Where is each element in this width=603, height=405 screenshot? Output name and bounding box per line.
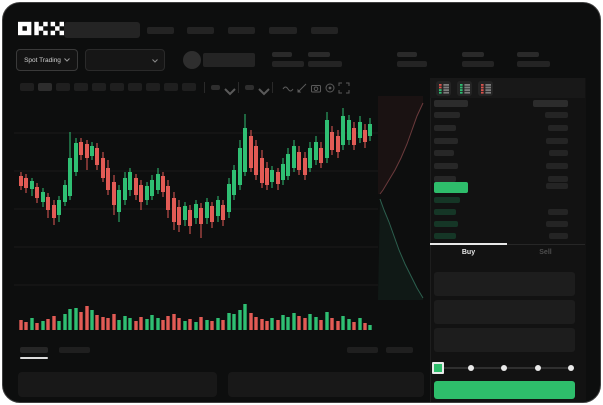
ask-row-price[interactable]	[434, 176, 456, 182]
interval-button[interactable]	[110, 83, 124, 91]
interval-button[interactable]	[92, 83, 106, 91]
ask-row-amount[interactable]	[548, 176, 568, 182]
stat-label	[272, 52, 292, 57]
search-input[interactable]	[64, 22, 140, 38]
slider-step-dot[interactable]	[467, 365, 474, 371]
slider-step-dot[interactable]	[534, 365, 541, 371]
ask-row-amount[interactable]	[549, 150, 568, 156]
market-type-label: Spot Trading	[24, 56, 61, 64]
ask-row-amount[interactable]	[546, 163, 568, 169]
nav-item[interactable]	[187, 27, 214, 34]
stat-label	[308, 52, 330, 57]
order-form-input[interactable]	[434, 300, 575, 324]
tab-buy[interactable]: Buy	[461, 249, 476, 256]
asks-book-icon[interactable]	[478, 81, 493, 96]
last-price-amount	[546, 183, 568, 189]
indicator-button[interactable]	[211, 85, 220, 90]
coin-avatar	[183, 51, 201, 69]
ask-row-price[interactable]	[434, 112, 460, 118]
tab-sell[interactable]: Sell	[539, 249, 552, 256]
ask-row-price[interactable]	[434, 163, 458, 169]
last-price-badge[interactable]	[434, 182, 468, 193]
stat-value	[308, 61, 342, 67]
bid-row-price[interactable]	[434, 209, 456, 215]
bottom-action[interactable]	[347, 347, 378, 353]
toolbar-divider	[238, 82, 239, 93]
active-tab-indicator	[430, 243, 507, 245]
chart-style-button[interactable]	[245, 85, 254, 90]
settings-icon[interactable]	[324, 82, 336, 94]
nav-item[interactable]	[269, 27, 297, 34]
interval-button[interactable]	[74, 83, 88, 91]
okx-logo[interactable]	[18, 21, 64, 36]
tabs-divider	[430, 244, 585, 245]
nav-item[interactable]	[311, 27, 338, 34]
bid-row-price[interactable]	[434, 197, 460, 203]
stat-value	[462, 61, 494, 67]
toolbar-divider	[204, 82, 205, 93]
combined-book-icon[interactable]	[436, 81, 451, 96]
ask-row-price[interactable]	[434, 150, 454, 156]
ask-row-amount[interactable]	[546, 138, 568, 144]
stat-value	[517, 61, 550, 67]
slider-step-dot[interactable]	[568, 365, 574, 371]
order-form-input[interactable]	[434, 272, 575, 296]
orderbook-header-amount	[533, 100, 568, 107]
bid-row-price[interactable]	[434, 233, 456, 239]
bottom-action[interactable]	[386, 347, 413, 353]
bottom-panel	[18, 372, 217, 397]
bid-row-amount[interactable]	[546, 221, 568, 227]
order-form-input[interactable]	[434, 328, 575, 352]
interval-button[interactable]	[38, 83, 52, 91]
orderbook-toolbar	[430, 78, 585, 98]
camera-icon[interactable]	[310, 82, 322, 94]
nav-item[interactable]	[147, 27, 174, 34]
interval-button[interactable]	[146, 83, 160, 91]
bid-row-price[interactable]	[434, 221, 458, 227]
nav-item[interactable]	[228, 27, 255, 34]
draw-tool-icon[interactable]	[296, 82, 308, 94]
interval-button[interactable]	[164, 83, 178, 91]
interval-button[interactable]	[182, 83, 196, 91]
bottom-active-tab-indicator	[20, 357, 48, 359]
ask-row-price[interactable]	[434, 125, 456, 131]
bottom-tab[interactable]	[20, 347, 48, 353]
bottom-tab[interactable]	[59, 347, 90, 353]
slider-step-dot[interactable]	[501, 365, 507, 371]
slider-handle[interactable]	[432, 362, 444, 374]
ask-row-amount[interactable]	[548, 125, 568, 131]
pair-name-placeholder[interactable]	[203, 53, 255, 67]
bid-row-amount[interactable]	[548, 209, 568, 215]
ask-row-price[interactable]	[434, 138, 458, 144]
fullscreen-icon[interactable]	[338, 82, 350, 94]
chevron-down-icon[interactable]	[258, 86, 270, 98]
chevron-down-icon	[64, 58, 70, 62]
bids-book-icon[interactable]	[457, 81, 472, 96]
pair-selector-dropdown[interactable]	[85, 49, 165, 71]
bid-row-amount[interactable]	[549, 233, 568, 239]
ask-row-amount[interactable]	[545, 112, 568, 118]
stat-label	[462, 52, 484, 57]
interval-button[interactable]	[128, 83, 142, 91]
toolbar-divider	[272, 82, 273, 93]
orderbook-header-price	[434, 100, 468, 107]
stat-value	[272, 61, 304, 67]
stat-value	[397, 61, 427, 67]
buy-submit-button[interactable]	[434, 381, 575, 399]
market-type-dropdown[interactable]: Spot Trading	[16, 49, 78, 71]
interval-button[interactable]	[20, 83, 34, 91]
stat-label	[397, 52, 417, 57]
interval-button[interactable]	[56, 83, 70, 91]
stat-label	[517, 52, 539, 57]
line-tool-icon[interactable]	[282, 82, 294, 94]
chevron-down-icon[interactable]	[224, 86, 236, 98]
chevron-down-icon	[152, 59, 158, 63]
bottom-panel	[228, 372, 424, 397]
